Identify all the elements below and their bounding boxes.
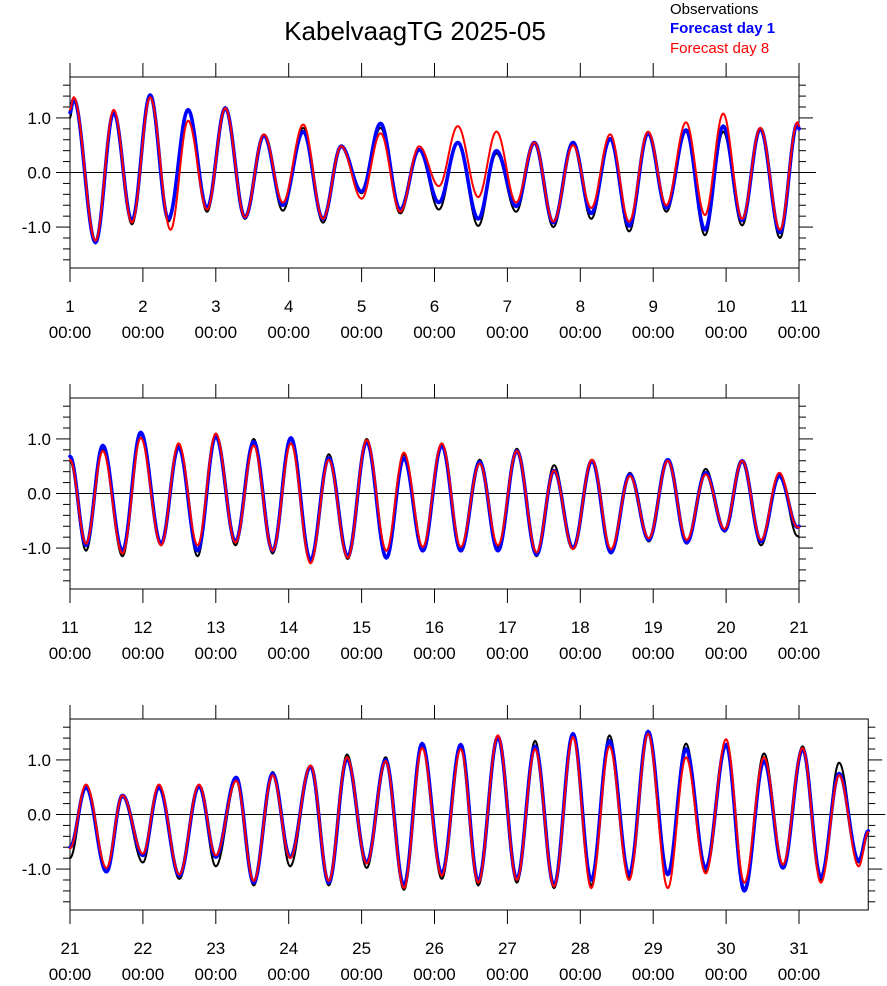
- x-tick-time-label: 00:00: [778, 644, 821, 663]
- x-tick-time-label: 00:00: [632, 644, 675, 663]
- chart-title: KabelvaagTG 2025-05: [284, 16, 546, 46]
- panel-2: 1.0 0.0 -1.0 11 00:00 12 00:00 13 00:00 14 00:00 15…: [22, 384, 821, 663]
- x-tick-day-label: 23: [206, 939, 225, 958]
- x-tick-time-label: 00:00: [778, 323, 821, 342]
- x-tick-day-label: 3: [211, 297, 220, 316]
- x-tick-day-label: 1: [65, 297, 74, 316]
- x-tick-day-label: 8: [576, 297, 585, 316]
- x-tick-time-label: 00:00: [632, 965, 675, 984]
- x-tick-time-label: 00:00: [195, 644, 238, 663]
- x-tick-time-label: 00:00: [340, 644, 383, 663]
- x-tick-day-label: 25: [352, 939, 371, 958]
- chart-panels: 1.0 0.0 -1.0 1 00:00 2 00:00 3 00:00 4 00:00 5 00:00…: [22, 63, 886, 984]
- y-tick-label: -1.0: [22, 860, 51, 879]
- x-tick-time-label: 00:00: [705, 965, 748, 984]
- x-tick-time-label: 00:00: [413, 323, 456, 342]
- x-tick-day-label: 29: [644, 939, 663, 958]
- x-tick-time-label: 00:00: [340, 965, 383, 984]
- x-tick-time-label: 00:00: [632, 323, 675, 342]
- legend-observations: Observations: [670, 1, 758, 18]
- x-tick-day-label: 20: [717, 618, 736, 637]
- x-tick-time-label: 00:00: [122, 323, 165, 342]
- legend: Observations Forecast day 1 Forecast day…: [670, 1, 775, 57]
- y-tick-label: 1.0: [27, 430, 51, 449]
- x-tick-time-label: 00:00: [413, 965, 456, 984]
- x-tick-time-label: 00:00: [486, 644, 529, 663]
- x-tick-day-label: 19: [644, 618, 663, 637]
- x-tick-day-label: 21: [790, 618, 809, 637]
- x-tick-day-label: 10: [717, 297, 736, 316]
- x-tick-day-label: 4: [284, 297, 293, 316]
- x-tick-day-label: 15: [352, 618, 371, 637]
- x-tick-time-label: 00:00: [195, 323, 238, 342]
- x-tick-time-label: 00:00: [49, 965, 92, 984]
- x-tick-time-label: 00:00: [267, 323, 310, 342]
- x-tick-time-label: 00:00: [122, 965, 165, 984]
- x-tick-day-label: 2: [138, 297, 147, 316]
- x-tick-time-label: 00:00: [267, 965, 310, 984]
- x-tick-time-label: 00:00: [122, 644, 165, 663]
- series-forecast-day-8-line: [69, 432, 800, 565]
- x-tick-time-label: 00:00: [559, 323, 602, 342]
- x-tick-day-label: 12: [133, 618, 152, 637]
- x-tick-day-label: 24: [279, 939, 298, 958]
- x-tick-time-label: 00:00: [267, 644, 310, 663]
- panel-3: 1.0 0.0 -1.0 21 00:00 22 00:00 23 00:00 24 00:00 25…: [22, 705, 886, 984]
- x-tick-time-label: 00:00: [413, 644, 456, 663]
- series-forecast-day-8-line: [69, 732, 870, 890]
- x-tick-time-label: 00:00: [195, 965, 238, 984]
- x-tick-day-label: 7: [503, 297, 512, 316]
- x-tick-day-label: 11: [61, 618, 79, 637]
- x-tick-day-label: 30: [717, 939, 736, 958]
- series-forecast-day-1-line: [68, 430, 801, 562]
- y-tick-label: 1.0: [27, 109, 51, 128]
- series-forecast-day-8-line: [69, 96, 800, 242]
- legend-forecast-day-8: Forecast day 8: [670, 40, 769, 57]
- y-tick-label: 1.0: [27, 751, 51, 770]
- panel-1: 1.0 0.0 -1.0 1 00:00 2 00:00 3 00:00 4 00:00 5 00:00…: [22, 63, 821, 342]
- x-tick-day-label: 22: [133, 939, 152, 958]
- x-tick-time-label: 00:00: [559, 965, 602, 984]
- x-tick-day-label: 27: [498, 939, 517, 958]
- x-tick-day-label: 9: [648, 297, 657, 316]
- x-tick-day-label: 17: [498, 618, 517, 637]
- x-tick-day-label: 6: [430, 297, 439, 316]
- x-tick-time-label: 00:00: [705, 323, 748, 342]
- x-tick-day-label: 14: [279, 618, 298, 637]
- y-tick-label: -1.0: [22, 218, 51, 237]
- x-tick-time-label: 00:00: [705, 644, 748, 663]
- y-tick-label: 0.0: [27, 806, 51, 825]
- x-tick-day-label: 26: [425, 939, 444, 958]
- x-tick-time-label: 00:00: [486, 965, 529, 984]
- x-tick-time-label: 00:00: [49, 644, 92, 663]
- series-observations-line: [69, 433, 800, 563]
- x-tick-day-label: 5: [357, 297, 366, 316]
- y-tick-label: 0.0: [27, 485, 51, 504]
- x-tick-time-label: 00:00: [49, 323, 92, 342]
- x-tick-day-label: 16: [425, 618, 444, 637]
- x-tick-time-label: 00:00: [559, 644, 602, 663]
- x-tick-time-label: 00:00: [340, 323, 383, 342]
- x-tick-day-label: 28: [571, 939, 590, 958]
- y-tick-label: 0.0: [27, 164, 51, 183]
- x-tick-day-label: 13: [206, 618, 225, 637]
- x-tick-day-label: 21: [61, 939, 80, 958]
- x-tick-day-label: 31: [790, 939, 809, 958]
- x-tick-time-label: 00:00: [778, 965, 821, 984]
- legend-forecast-day-1: Forecast day 1: [670, 20, 775, 37]
- x-tick-day-label: 11: [790, 297, 808, 316]
- x-tick-day-label: 18: [571, 618, 590, 637]
- x-tick-time-label: 00:00: [486, 323, 529, 342]
- y-tick-label: -1.0: [22, 539, 51, 558]
